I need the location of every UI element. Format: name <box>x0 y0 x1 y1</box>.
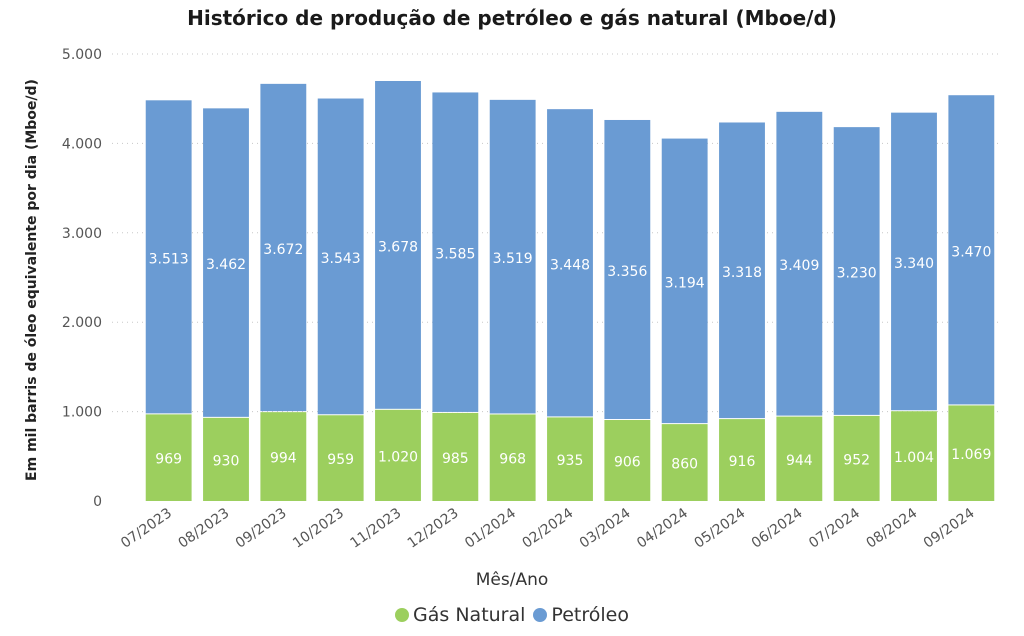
x-tick-label: 03/2024 <box>577 505 634 552</box>
x-tick-label: 07/2024 <box>806 505 863 552</box>
bar-oil <box>317 98 364 415</box>
bar-oil <box>661 138 708 424</box>
bar-oil <box>776 111 823 416</box>
data-label-oil: 3.340 <box>894 256 934 272</box>
legend-label-oil: Petróleo <box>551 604 629 626</box>
x-tick-label: 07/2023 <box>118 505 175 551</box>
data-label-gas: 968 <box>499 452 526 468</box>
legend: Gás Natural Petróleo <box>0 604 1024 626</box>
x-tick-label: 08/2024 <box>863 505 920 552</box>
bar-oil <box>260 83 307 412</box>
y-tick-label: 3.000 <box>62 226 102 242</box>
bar-gas <box>547 417 593 501</box>
y-tick-label: 4.000 <box>62 136 102 152</box>
data-label-gas: 1.020 <box>378 449 418 465</box>
data-label-gas: 985 <box>442 451 469 467</box>
data-label-oil: 3.230 <box>837 266 877 282</box>
x-tick-label: 04/2024 <box>634 505 691 552</box>
chart-title: Histórico de produção de petróleo e gás … <box>187 6 837 30</box>
data-label-oil: 3.448 <box>550 257 590 273</box>
y-tick-label: 2.000 <box>62 315 102 331</box>
bar-gas <box>719 419 765 501</box>
bar-oil <box>604 119 651 420</box>
bar-oil <box>891 112 937 411</box>
x-tick-label: 09/2024 <box>921 505 978 552</box>
bar-oil <box>489 99 536 414</box>
data-label-oil: 3.585 <box>435 247 475 263</box>
legend-marker-gas <box>395 608 410 622</box>
data-label-gas: 916 <box>729 454 756 470</box>
data-label-oil: 3.194 <box>665 275 705 291</box>
data-label-gas: 994 <box>270 451 297 467</box>
x-axis-label: Mês/Ano <box>475 570 549 590</box>
bar-gas <box>317 415 364 501</box>
bar-gas <box>489 414 536 501</box>
bar-oil <box>948 95 995 405</box>
bar-gas <box>776 416 823 501</box>
data-label-oil: 3.356 <box>607 264 647 280</box>
bar-gas <box>432 412 479 501</box>
x-tick-label: 12/2023 <box>405 505 462 551</box>
x-tick-label: 11/2023 <box>347 505 404 551</box>
x-tick-label: 08/2023 <box>175 505 232 551</box>
data-label-gas: 930 <box>213 453 240 469</box>
bar-gas <box>891 411 937 501</box>
bar-gas <box>948 405 995 501</box>
data-label-gas: 906 <box>614 455 641 471</box>
bar-gas <box>833 415 880 501</box>
y-tick-label: 1.000 <box>62 405 102 421</box>
data-label-gas: 1.069 <box>951 447 991 463</box>
legend-item-oil[interactable]: Petróleo <box>533 604 629 626</box>
data-label-oil: 3.409 <box>779 258 819 274</box>
data-label-gas: 952 <box>843 452 870 468</box>
chart-plot: 0 1.000 2.000 3.000 4.000 5.000 969 3.513 07/202… <box>62 47 1000 552</box>
bar-oil <box>833 127 880 415</box>
data-label-oil: 3.513 <box>149 251 189 267</box>
data-label-oil: 3.678 <box>378 239 418 255</box>
x-tick-label: 06/2024 <box>749 505 806 552</box>
bar-oil <box>547 109 593 417</box>
y-tick-label: 5.000 <box>62 47 102 63</box>
bar-oil <box>145 100 192 414</box>
data-label-oil: 3.543 <box>321 251 361 267</box>
bar-gas <box>661 424 708 501</box>
bar-gas <box>604 420 651 501</box>
bar-gas <box>375 409 421 501</box>
data-label-oil: 3.318 <box>722 265 762 281</box>
legend-label-gas: Gás Natural <box>413 604 526 626</box>
data-label-gas: 944 <box>786 453 813 469</box>
x-tick-label: 01/2024 <box>462 505 519 552</box>
x-tick-label: 10/2023 <box>290 505 347 551</box>
x-tick-label: 05/2024 <box>691 505 748 552</box>
bar-gas <box>203 417 249 501</box>
x-tick-label: 02/2024 <box>519 505 576 552</box>
bar-gas <box>260 412 307 501</box>
data-label-gas: 969 <box>155 452 182 468</box>
data-label-gas: 959 <box>327 452 354 468</box>
data-label-gas: 1.004 <box>894 450 934 466</box>
bar-oil <box>203 108 249 417</box>
bar-oil <box>375 80 421 409</box>
bar-oil <box>432 92 479 412</box>
y-tick-label: 0 <box>93 494 102 510</box>
data-label-gas: 860 <box>671 457 698 473</box>
legend-marker-oil <box>533 608 548 622</box>
data-label-gas: 935 <box>557 453 584 469</box>
data-label-oil: 3.519 <box>493 251 533 267</box>
bar-oil <box>719 122 765 419</box>
bar-gas <box>145 414 192 501</box>
data-label-oil: 3.672 <box>263 242 303 258</box>
data-label-oil: 3.462 <box>206 257 246 273</box>
x-tick-label: 09/2023 <box>233 505 290 551</box>
data-label-oil: 3.470 <box>951 244 991 260</box>
legend-item-gas[interactable]: Gás Natural <box>395 604 525 626</box>
